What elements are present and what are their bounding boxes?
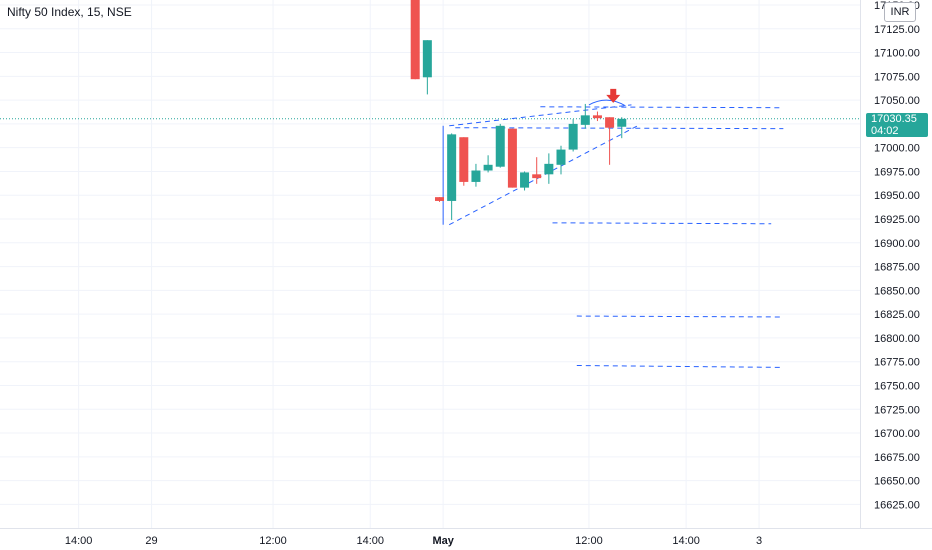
price-tick-label: 17000.00	[874, 143, 920, 155]
trend-line[interactable]	[576, 315, 784, 318]
rising-wedge-drawing[interactable]	[442, 99, 784, 368]
trend-line[interactable]	[576, 365, 784, 368]
time-tick-label: 12:00	[575, 535, 603, 547]
candles	[410, 0, 627, 220]
time-tick-label: 29	[145, 535, 157, 547]
price-tick-label: 16925.00	[874, 214, 920, 226]
candle-body	[471, 170, 481, 182]
bar-countdown: 04:02	[871, 125, 899, 137]
price-tick-label: 17100.00	[874, 48, 920, 60]
candle-body	[495, 125, 505, 167]
candle	[507, 128, 517, 188]
price-tick-label: 16625.00	[874, 499, 920, 511]
time-tick-label: 3	[756, 535, 762, 547]
candle	[532, 157, 542, 184]
price-tick-label: 16800.00	[874, 333, 920, 345]
candle-body	[617, 118, 627, 127]
candle-body	[580, 115, 590, 125]
candle	[544, 153, 554, 184]
candle-body	[507, 128, 517, 188]
sell-arrow-shape	[606, 88, 621, 103]
price-tick-label: 16825.00	[874, 309, 920, 321]
price-tick-label: 16725.00	[874, 404, 920, 416]
price-tick-label: 16675.00	[874, 452, 920, 464]
candle	[483, 155, 493, 173]
time-tick-label: 14:00	[356, 535, 384, 547]
trend-line[interactable]	[449, 104, 632, 127]
time-tick-label: 12:00	[259, 535, 287, 547]
price-tick-label: 17125.00	[874, 24, 920, 36]
arc-line[interactable]	[588, 99, 626, 107]
trend-line[interactable]	[540, 106, 784, 109]
candle	[580, 103, 590, 129]
price-tick-label: 17075.00	[874, 71, 920, 83]
price-tick-label: 16850.00	[874, 285, 920, 297]
candle	[568, 119, 578, 152]
candle-body	[532, 174, 542, 179]
price-tick-label: 16775.00	[874, 357, 920, 369]
candle-body	[410, 0, 420, 80]
candle	[459, 137, 469, 186]
trend-line[interactable]	[455, 127, 784, 130]
candle	[605, 117, 615, 165]
candle	[617, 117, 627, 139]
sell-arrow-icon	[606, 88, 621, 103]
time-tick-label: 14:00	[672, 535, 700, 547]
candle-body	[520, 172, 530, 188]
last-price-badge: 17030.35 04:02	[866, 113, 928, 137]
candle	[556, 145, 566, 175]
candle-body	[483, 164, 493, 171]
candle-body	[435, 197, 444, 201]
candle	[495, 123, 505, 168]
price-tick-label: 16700.00	[874, 428, 920, 440]
candle	[520, 171, 530, 191]
candle-body	[592, 115, 602, 119]
price-tick-label: 16650.00	[874, 476, 920, 488]
last-price-value: 17030.35	[871, 113, 917, 125]
time-axis[interactable]: 14:00 29 12:00 14:00 May 12:00 14:00 3	[65, 535, 762, 547]
trend-line[interactable]	[552, 222, 772, 225]
price-tick-label: 16975.00	[874, 166, 920, 178]
candle	[435, 197, 444, 202]
currency-button[interactable]: INR	[884, 2, 916, 22]
candle	[592, 111, 602, 122]
candle-body	[605, 117, 615, 128]
candle-body	[447, 134, 457, 201]
candle-body	[544, 163, 554, 175]
time-tick-label: May	[432, 535, 454, 547]
candle-body	[422, 40, 432, 78]
price-tick-label: 16875.00	[874, 262, 920, 274]
grid	[0, 0, 860, 528]
candle	[422, 40, 432, 95]
candle	[447, 133, 457, 220]
price-axis[interactable]: 17150.0017125.0017100.0017075.0017050.00…	[874, 0, 920, 511]
candle-body	[556, 149, 566, 165]
candle	[410, 0, 420, 80]
symbol-title[interactable]: Nifty 50 Index, 15, NSE	[7, 5, 132, 19]
candle-body	[568, 123, 578, 150]
price-tick-label: 16950.00	[874, 190, 920, 202]
time-tick-label: 14:00	[65, 535, 93, 547]
candle-body	[459, 137, 469, 182]
price-tick-label: 16750.00	[874, 380, 920, 392]
price-tick-label: 17050.00	[874, 95, 920, 107]
candle	[471, 163, 481, 187]
price-tick-label: 16900.00	[874, 238, 920, 250]
